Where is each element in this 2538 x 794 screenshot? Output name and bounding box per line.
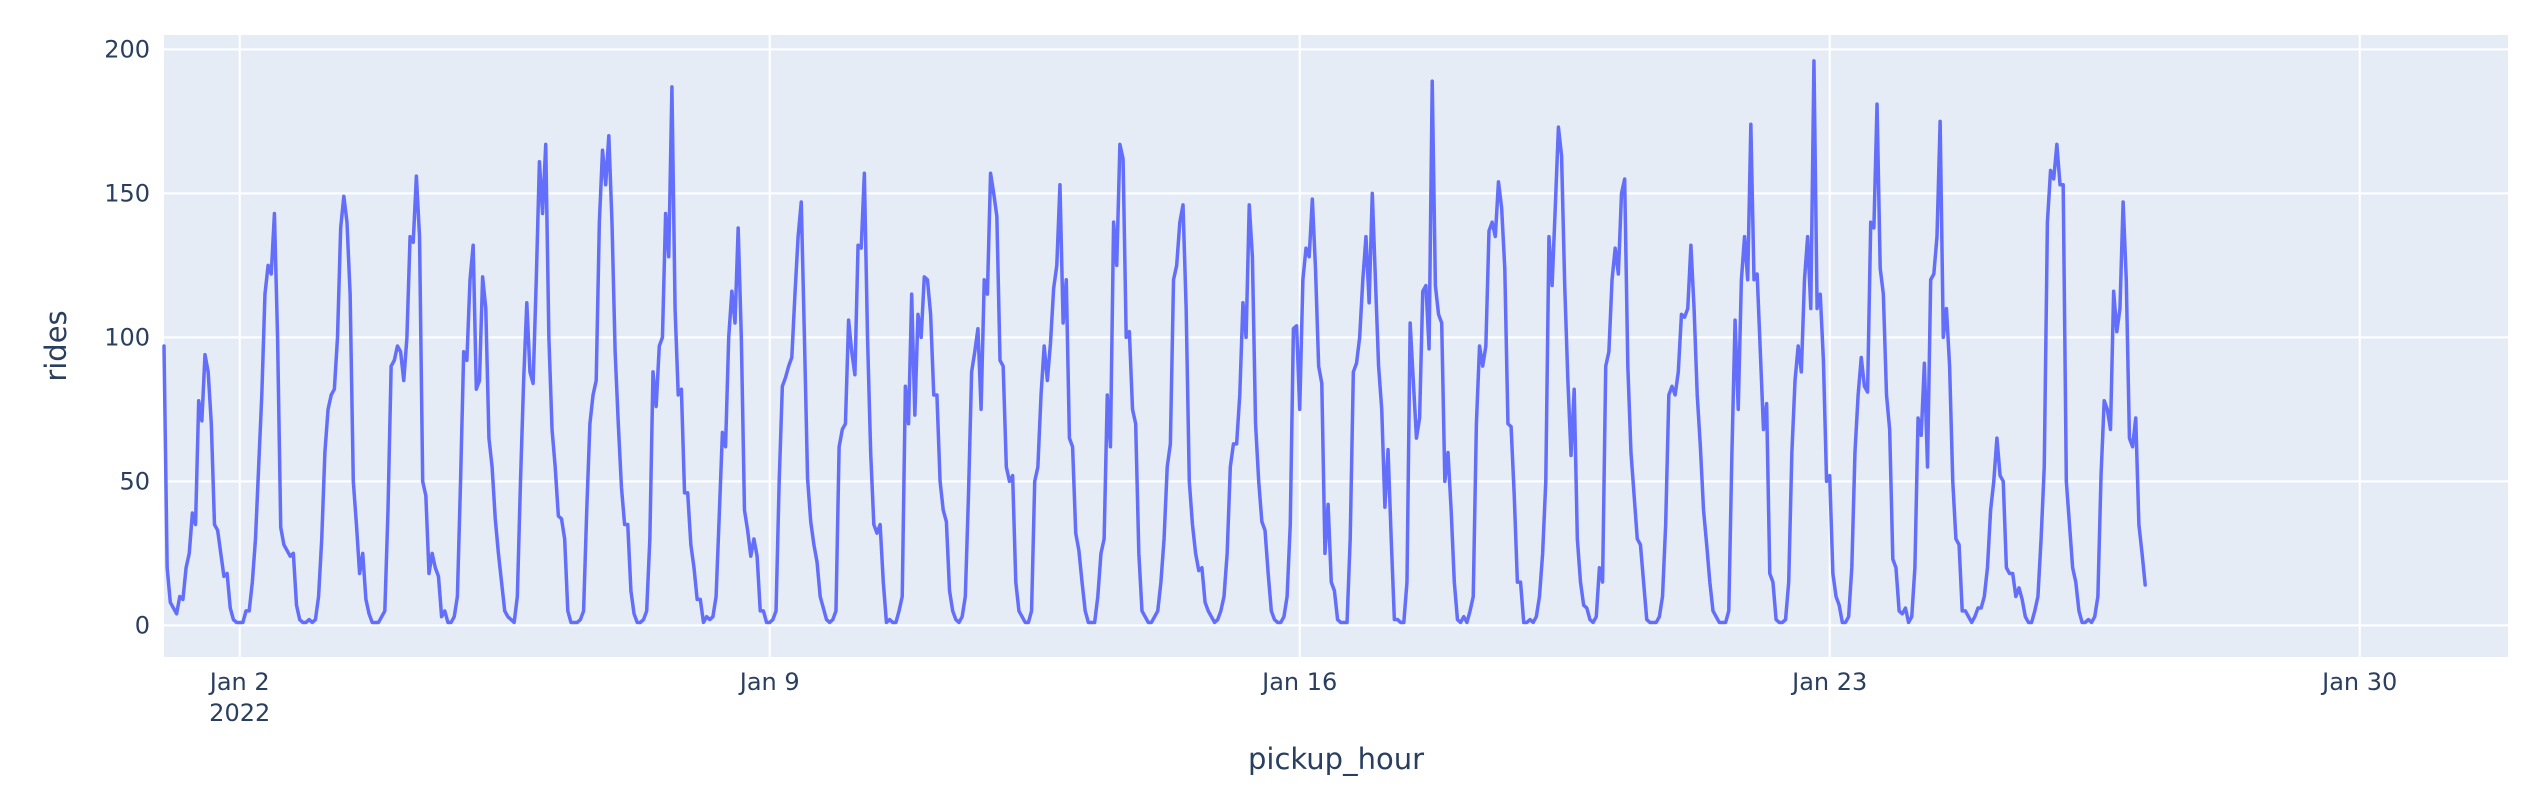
x-tick-label: Jan 30 — [2320, 668, 2397, 696]
x-tick-label: Jan 16 — [1260, 668, 1337, 696]
x-axis-title: pickup_hour — [1248, 742, 1424, 776]
plot-background — [164, 35, 2508, 657]
x-tick-label: Jan 9 — [738, 668, 800, 696]
x-gridlines — [238, 35, 2361, 657]
series-line-rides — [162, 59, 2147, 625]
x-tick-sublabel: 2022 — [209, 699, 270, 727]
y-tick-label: 200 — [104, 35, 150, 63]
x-tick-labels: Jan 2 2022 Jan 9 Jan 16 Jan 23 Jan 30 — [208, 668, 2398, 727]
y-tick-label: 150 — [104, 179, 150, 207]
y-axis-title: rides — [39, 310, 73, 381]
y-tick-label: 100 — [104, 323, 150, 351]
y-tick-labels: 0 50 100 150 200 — [104, 35, 150, 639]
series-group — [162, 59, 2147, 625]
y-tick-label: 50 — [119, 467, 150, 495]
y-tick-label: 0 — [135, 611, 150, 639]
x-tick-label: Jan 23 — [1790, 668, 1867, 696]
x-tick-label: Jan 2 — [208, 668, 270, 696]
